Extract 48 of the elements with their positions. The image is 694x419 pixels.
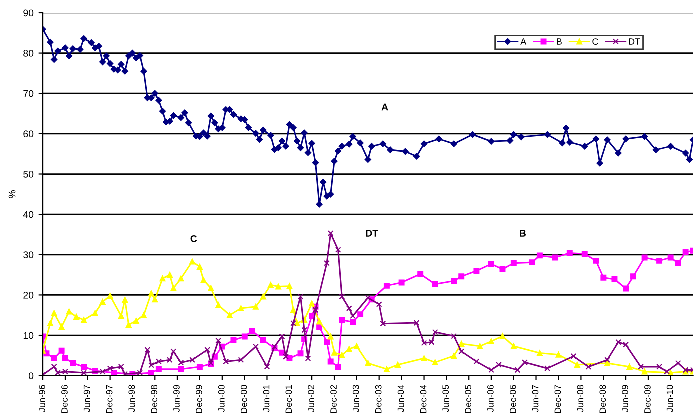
x-tick-label: Dec-99 bbox=[196, 385, 202, 414]
x-tick-label: Jun-99 bbox=[174, 385, 180, 412]
x-tick-label: Jun-02 bbox=[308, 385, 314, 412]
x-tick-label: Jun-04 bbox=[398, 385, 404, 412]
x-tick-label: Jun-98 bbox=[128, 385, 136, 412]
annotation: A bbox=[382, 104, 388, 111]
x-tick-label: Dec-03 bbox=[375, 385, 382, 414]
x-tick-label: Dec-04 bbox=[420, 385, 427, 414]
y-tick-label: 90 bbox=[24, 10, 34, 17]
x-tick-label: Dec-02 bbox=[330, 385, 337, 414]
y-tick-label: 0 bbox=[28, 372, 34, 380]
x-tick-label: Dec-09 bbox=[644, 385, 651, 414]
x-tick-label: Dec-97 bbox=[106, 385, 113, 414]
y-tick-label: 80 bbox=[24, 50, 34, 57]
x-tick-label: Jun-97 bbox=[84, 385, 90, 412]
x-tick-label: Dec-96 bbox=[62, 385, 68, 414]
y-axis-title: % bbox=[8, 190, 16, 198]
x-tick-label: Jun-01 bbox=[263, 385, 270, 412]
x-tick-label: Jun-03 bbox=[352, 385, 360, 412]
y-tick-label: 10 bbox=[24, 332, 34, 340]
x-tick-label: Dec-06 bbox=[510, 385, 516, 414]
x-tick-label: Jun-06 bbox=[487, 385, 494, 412]
x-tick-label: Jun-08 bbox=[577, 385, 584, 412]
legend-label: DT bbox=[629, 38, 640, 45]
legend-label: C bbox=[592, 38, 598, 45]
x-tick-label: Dec-00 bbox=[240, 385, 248, 414]
x-tick-label: Jun-07 bbox=[532, 385, 539, 412]
legend-label: B bbox=[557, 38, 562, 45]
y-tick-label: 70 bbox=[24, 90, 34, 98]
annotation: B bbox=[520, 230, 526, 237]
x-tick-label: Dec-05 bbox=[465, 385, 472, 414]
x-tick-label: Dec-07 bbox=[554, 385, 562, 414]
annotation: C bbox=[190, 236, 198, 242]
x-tick-label: Dec-08 bbox=[600, 385, 606, 414]
x-tick-label: Jun-05 bbox=[442, 385, 450, 412]
x-tick-label: Dec-98 bbox=[151, 385, 158, 414]
x-tick-label: Jun-10 bbox=[666, 385, 674, 412]
y-tick-label: 50 bbox=[24, 170, 34, 178]
annotation: DT bbox=[366, 230, 378, 237]
y-tick-label: 60 bbox=[24, 130, 34, 138]
x-tick-label: Jun-00 bbox=[218, 385, 225, 412]
x-tick-label: Jun-96 bbox=[39, 385, 46, 412]
legend-label: A bbox=[520, 38, 527, 45]
x-tick-label: Jun-09 bbox=[622, 385, 628, 412]
y-tick-label: 20 bbox=[24, 292, 34, 299]
y-tick-label: 40 bbox=[23, 211, 34, 218]
y-tick-label: 30 bbox=[24, 252, 34, 259]
x-tick-label: Dec-01 bbox=[286, 385, 292, 414]
